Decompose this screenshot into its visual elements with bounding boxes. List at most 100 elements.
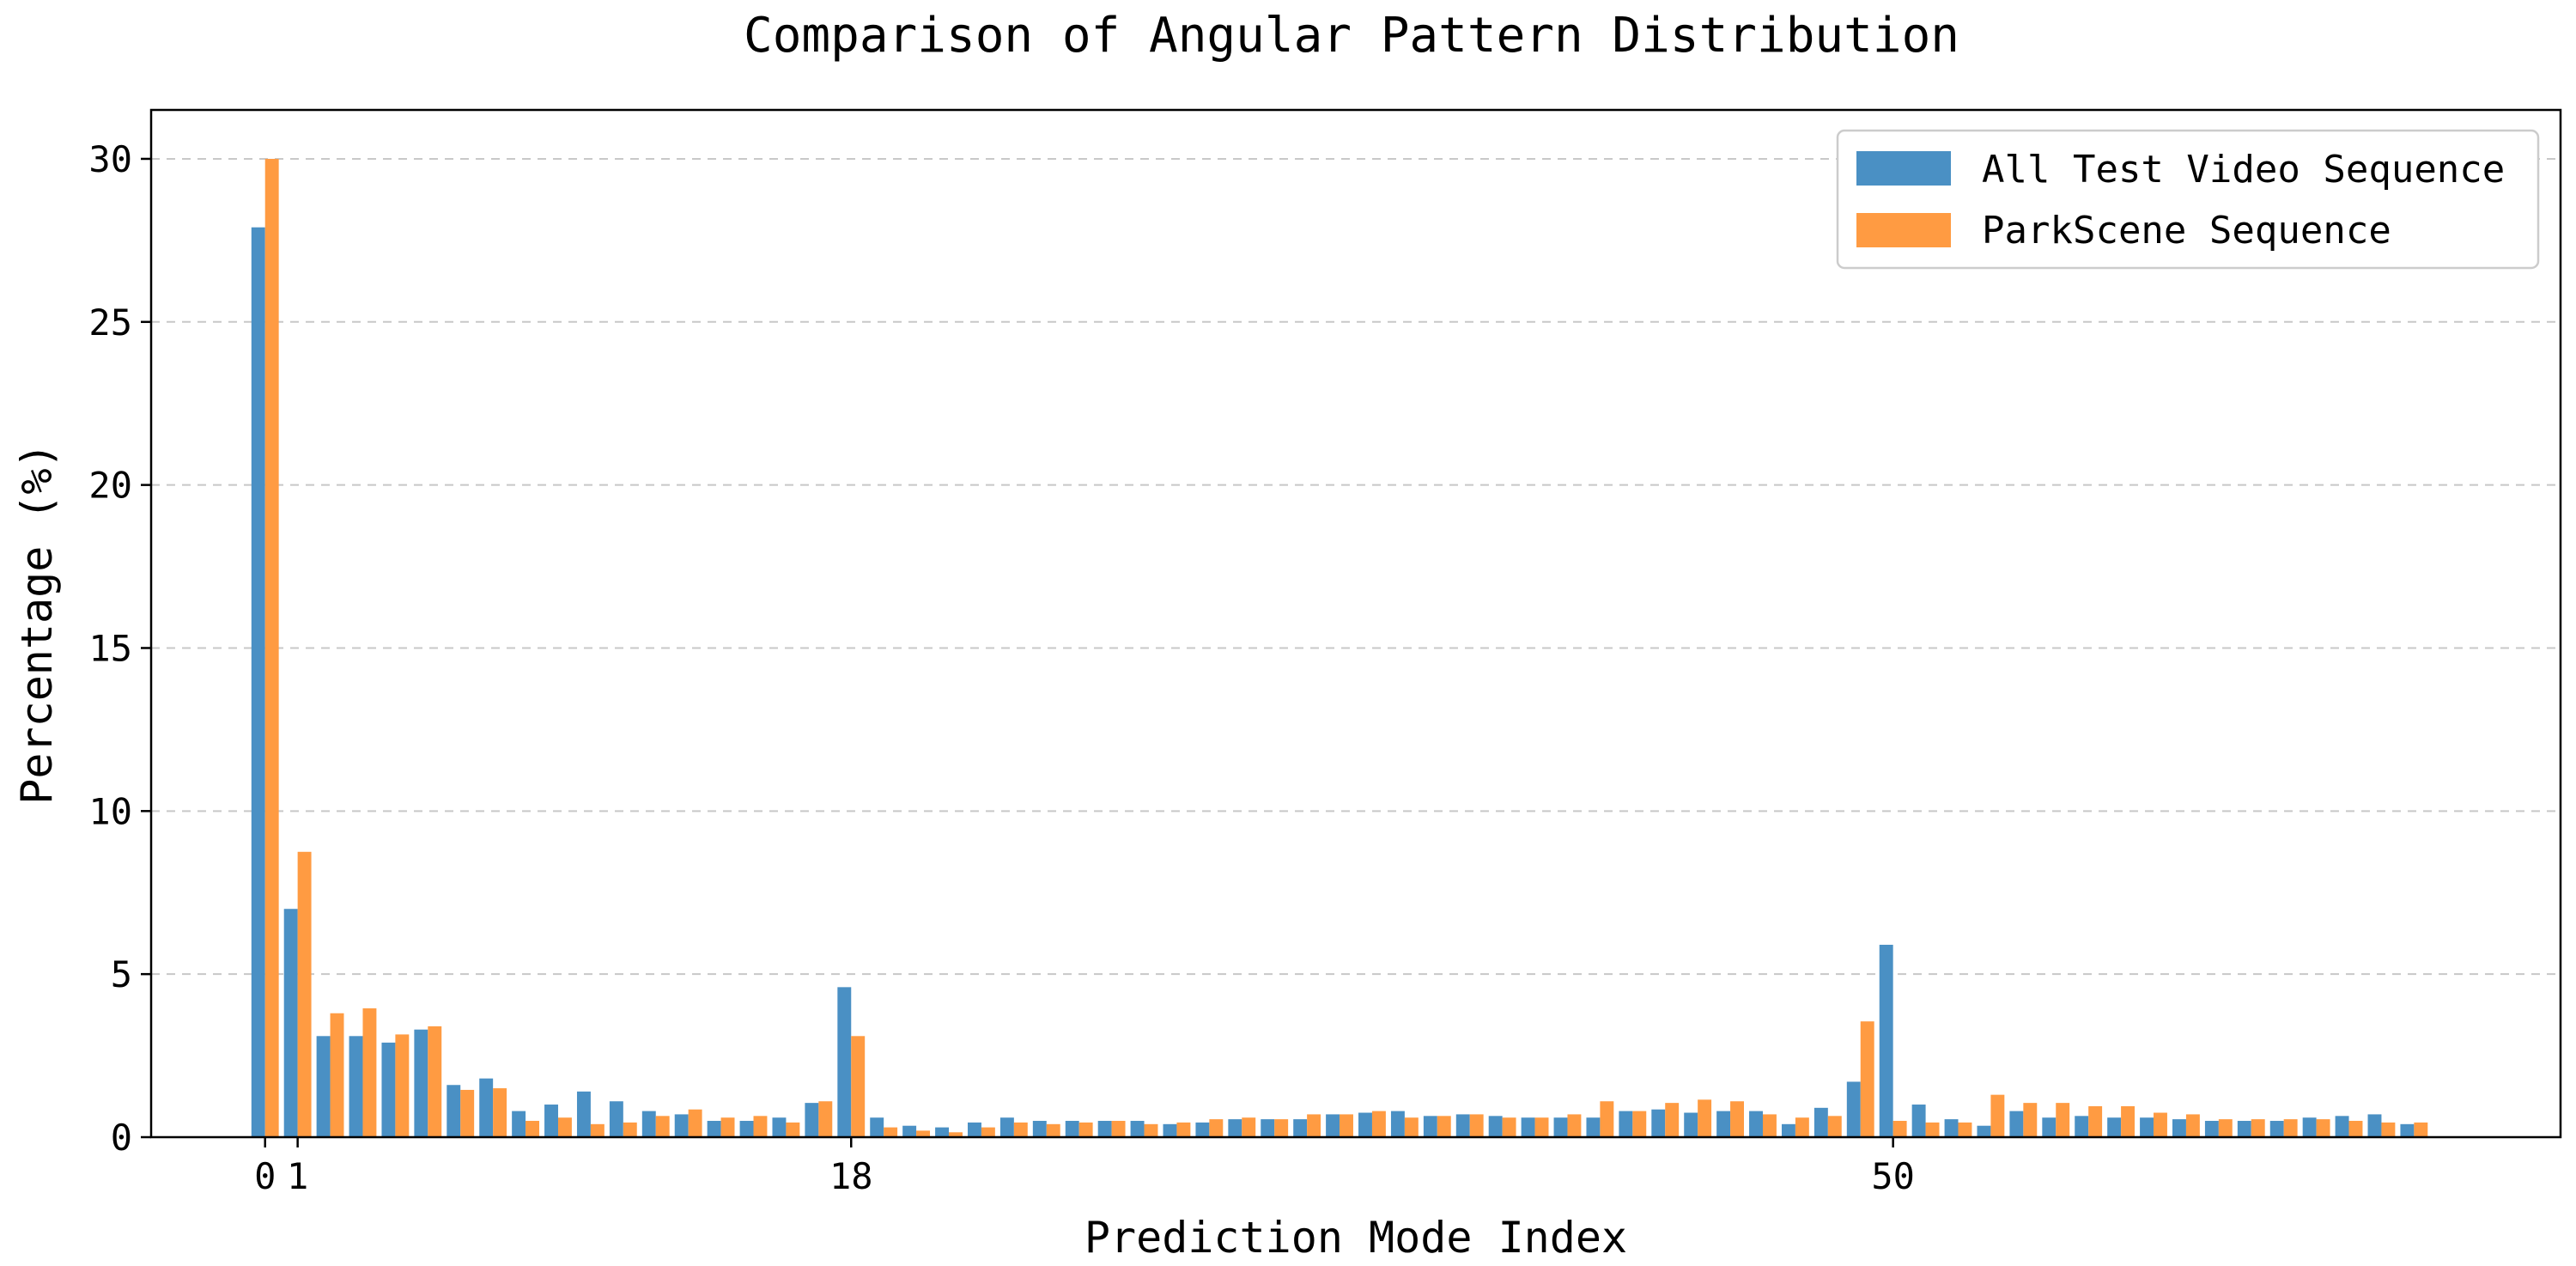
bar-parkscene xyxy=(1242,1117,1256,1137)
bar-parkscene xyxy=(1990,1094,2005,1137)
bar-parkscene xyxy=(1893,1121,1907,1137)
bar-parkscene xyxy=(1827,1116,1842,1137)
bar-parkscene xyxy=(1665,1103,1680,1137)
bar-all-test-video xyxy=(1326,1114,1340,1137)
bar-all-test-video xyxy=(1911,1105,1926,1137)
bar-parkscene xyxy=(981,1127,995,1137)
bar-all-test-video xyxy=(1879,944,1893,1137)
legend-label-all-test-video: All Test Video Sequence xyxy=(1982,148,2505,192)
bar-parkscene xyxy=(1567,1114,1582,1137)
bar-all-test-video xyxy=(641,1111,656,1137)
bar-all-test-video xyxy=(2204,1121,2219,1137)
bar-all-test-video xyxy=(1846,1081,1861,1137)
x-axis-label: Prediction Mode Index xyxy=(1084,1213,1627,1263)
bar-parkscene xyxy=(1698,1099,1712,1137)
bar-all-test-video xyxy=(1293,1119,1308,1137)
y-tick-label: 20 xyxy=(88,465,132,507)
bar-all-test-video xyxy=(479,1078,494,1137)
bar-parkscene xyxy=(590,1123,605,1137)
bar-parkscene xyxy=(916,1130,931,1137)
bar-all-test-video xyxy=(1651,1109,1666,1137)
bar-parkscene xyxy=(2185,1114,2200,1137)
bar-parkscene xyxy=(1144,1123,1158,1137)
legend-label-parkscene: ParkScene Sequence xyxy=(1982,209,2391,253)
bar-all-test-video xyxy=(674,1114,689,1137)
bar-all-test-video xyxy=(1781,1123,1795,1137)
bar-parkscene xyxy=(362,1008,377,1137)
bar-parkscene xyxy=(1078,1122,1093,1137)
bar-all-test-video xyxy=(283,909,298,1137)
bar-parkscene xyxy=(1111,1121,1126,1137)
bar-parkscene xyxy=(884,1127,898,1137)
bar-all-test-video xyxy=(2140,1117,2154,1137)
bar-parkscene xyxy=(1046,1123,1060,1137)
bar-all-test-video xyxy=(1619,1111,1633,1137)
bar-all-test-video xyxy=(2269,1121,2284,1137)
bar-all-test-video xyxy=(1423,1116,1437,1137)
bar-all-test-video xyxy=(999,1117,1014,1137)
legend-box xyxy=(1836,129,2540,270)
bar-all-test-video xyxy=(2107,1117,2122,1137)
bar-parkscene xyxy=(557,1117,572,1137)
bar-all-test-video xyxy=(1684,1112,1698,1137)
bar-all-test-video xyxy=(2172,1119,2186,1137)
bar-all-test-video xyxy=(1521,1117,1535,1137)
bar-parkscene xyxy=(264,158,279,1137)
bar-all-test-video xyxy=(2335,1116,2349,1137)
bar-all-test-video xyxy=(1390,1111,1405,1137)
bar-all-test-video xyxy=(772,1117,787,1137)
bar-parkscene xyxy=(1340,1114,1353,1137)
x-tick-label: 1 xyxy=(287,1155,308,1197)
bar-parkscene xyxy=(2414,1122,2428,1137)
bar-all-test-video xyxy=(837,987,852,1137)
bar-parkscene xyxy=(851,1036,866,1137)
bar-all-test-video xyxy=(1455,1114,1470,1137)
bar-all-test-video xyxy=(935,1127,950,1137)
bar-parkscene xyxy=(2023,1103,2038,1137)
legend-swatch-all-test-video xyxy=(1856,151,1951,186)
bar-parkscene xyxy=(1958,1122,1972,1137)
bar-all-test-video xyxy=(512,1111,526,1137)
bar-all-test-video xyxy=(447,1085,461,1137)
bar-all-test-video xyxy=(576,1091,591,1137)
bar-parkscene xyxy=(1469,1114,1484,1137)
bar-parkscene xyxy=(2348,1121,2363,1137)
bar-all-test-video xyxy=(414,1029,428,1137)
bar-all-test-video xyxy=(2302,1117,2317,1137)
y-tick-label: 30 xyxy=(88,138,132,180)
bar-parkscene xyxy=(526,1121,539,1137)
bar-parkscene xyxy=(428,1026,442,1137)
bar-parkscene xyxy=(330,1013,344,1137)
bar-parkscene xyxy=(1730,1101,1744,1137)
bar-parkscene xyxy=(1502,1117,1516,1137)
bar-all-test-video xyxy=(381,1042,396,1137)
bar-parkscene xyxy=(1860,1021,1874,1137)
bar-parkscene xyxy=(2154,1112,2167,1137)
bar-parkscene xyxy=(297,851,312,1137)
bar-all-test-video xyxy=(1944,1119,1959,1137)
bar-all-test-video xyxy=(1716,1111,1731,1137)
y-tick-label: 15 xyxy=(88,627,132,669)
bar-all-test-video xyxy=(805,1103,819,1137)
bar-all-test-video xyxy=(2237,1121,2251,1137)
bar-parkscene xyxy=(2218,1119,2233,1137)
bar-parkscene xyxy=(1013,1122,1028,1137)
bar-parkscene xyxy=(688,1109,702,1137)
bar-all-test-video xyxy=(1163,1123,1177,1137)
legend-swatch-parkscene xyxy=(1856,213,1951,247)
bar-all-test-video xyxy=(609,1101,623,1137)
bar-parkscene xyxy=(753,1116,768,1137)
bar-parkscene xyxy=(1209,1119,1224,1137)
bar-parkscene xyxy=(949,1132,963,1137)
bar-parkscene xyxy=(2316,1119,2330,1137)
bar-all-test-video xyxy=(1228,1119,1242,1137)
bar-all-test-video xyxy=(2075,1116,2089,1137)
bar-all-test-video xyxy=(1195,1122,1210,1137)
bar-all-test-video xyxy=(1097,1121,1112,1137)
x-tick-label: 18 xyxy=(829,1155,873,1197)
y-axis-label: Percentage (%) xyxy=(12,442,62,804)
y-tick-label: 25 xyxy=(88,301,132,344)
bar-all-test-video xyxy=(2400,1123,2415,1137)
bar-parkscene xyxy=(1600,1101,1614,1137)
